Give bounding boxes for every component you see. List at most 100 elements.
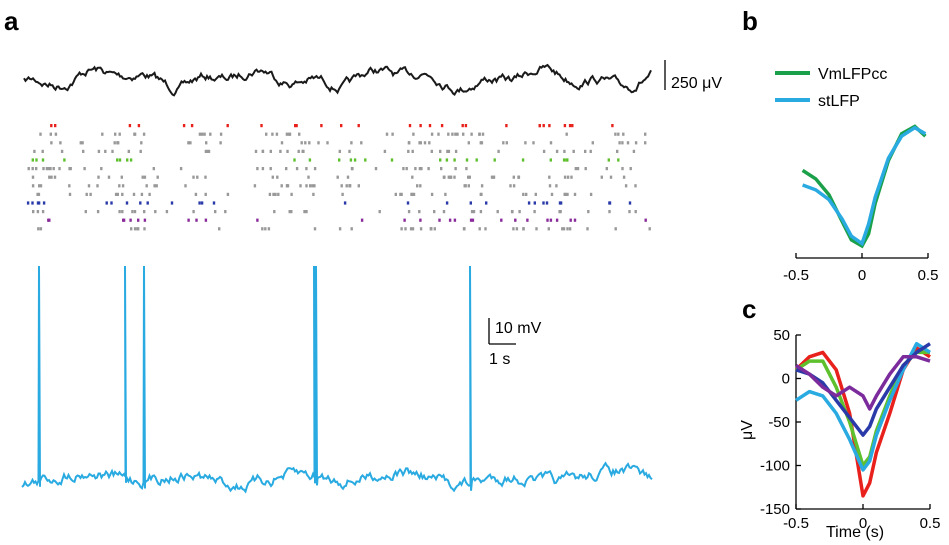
raster-tick	[418, 210, 421, 214]
raster-tick	[303, 210, 306, 214]
raster-tick	[555, 218, 559, 222]
raster-tick	[562, 227, 566, 231]
raster-tick	[204, 218, 208, 222]
raster-tick	[409, 227, 413, 231]
raster-tick	[121, 210, 124, 214]
c-series	[794, 341, 931, 498]
raster-tick	[271, 175, 274, 179]
vmlfpcc-line	[801, 124, 927, 249]
raster-tick	[137, 124, 141, 128]
raster-tick	[84, 210, 87, 214]
raster-tick	[423, 141, 427, 145]
raster-tick	[467, 184, 470, 188]
raster-tick	[470, 210, 474, 214]
raster-tick	[195, 218, 198, 222]
raster-tick	[622, 175, 626, 179]
raster-tick	[269, 149, 272, 153]
raster-tick	[547, 227, 550, 231]
raster-tick	[453, 158, 456, 162]
raster-tick	[446, 149, 449, 153]
raster-tick	[454, 132, 457, 136]
raster-tick	[31, 184, 35, 188]
lfp-trace	[23, 63, 652, 97]
raster-tick	[203, 132, 206, 136]
raster-tick	[360, 218, 364, 222]
panel-letter-b: b	[742, 6, 758, 36]
raster-tick	[522, 227, 525, 231]
raster-tick	[317, 141, 320, 145]
raster-tick	[430, 192, 434, 196]
raster-tick	[154, 210, 157, 214]
raster-tick	[264, 227, 267, 231]
raster-tick	[634, 210, 637, 214]
raster-tick	[467, 175, 470, 179]
raster-tick	[31, 201, 34, 205]
raster-tick	[271, 132, 274, 136]
raster-tick	[428, 124, 432, 128]
raster-tick	[419, 218, 422, 222]
raster-tick	[58, 167, 61, 171]
raster-tick	[440, 124, 444, 128]
raster-tick	[566, 175, 570, 179]
raster-tick	[313, 167, 317, 171]
raster-tick	[555, 149, 559, 153]
raster-tick	[400, 227, 403, 231]
raster-tick	[437, 132, 440, 136]
raster-tick	[626, 141, 630, 145]
raster-tick	[550, 192, 554, 196]
raster-tick	[480, 192, 483, 196]
raster-tick	[204, 175, 207, 179]
raster-tick	[152, 167, 155, 171]
raster-tick	[132, 192, 136, 196]
raster-tick	[101, 132, 104, 136]
raster-tick	[391, 132, 394, 136]
raster-tick	[453, 175, 456, 179]
raster-tick	[346, 175, 350, 179]
raster-tick	[295, 124, 298, 128]
raster-tick	[574, 167, 577, 171]
raster-tick	[140, 192, 144, 196]
raster-tick	[256, 218, 259, 222]
raster-tick	[261, 227, 264, 231]
c-y-tick-label: 0	[782, 371, 790, 388]
raster-tick	[447, 175, 450, 179]
raster-tick	[336, 175, 339, 179]
raster-tick	[548, 124, 551, 128]
raster-tick	[357, 184, 360, 188]
raster-tick	[403, 218, 406, 222]
raster-tick	[462, 132, 465, 136]
legend-label-stlfp: stLFP	[818, 93, 860, 110]
raster-tick	[116, 158, 119, 162]
raster-tick	[648, 227, 651, 231]
raster-tick	[201, 132, 204, 136]
raster-tick	[471, 218, 475, 222]
raster-tick	[472, 210, 476, 214]
raster-tick	[89, 192, 92, 196]
c-series-line-green	[795, 350, 930, 468]
raster-tick	[573, 192, 577, 196]
raster-tick	[204, 149, 208, 153]
raster-tick	[402, 167, 405, 171]
raster-tick	[148, 192, 151, 196]
raster-tick	[137, 218, 140, 222]
raster-tick	[53, 175, 57, 179]
raster-tick	[511, 210, 514, 214]
raster-tick	[36, 192, 39, 196]
raster-tick	[107, 175, 111, 179]
raster-tick	[611, 124, 614, 128]
raster-tick	[533, 210, 536, 214]
raster-tick	[38, 184, 41, 188]
raster-tick	[600, 175, 603, 179]
raster-tick	[309, 184, 312, 188]
raster-tick	[542, 149, 546, 153]
raster-tick	[196, 175, 199, 179]
raster-tick	[146, 201, 149, 205]
raster-tick	[97, 175, 100, 179]
raster-tick	[351, 167, 354, 171]
raster-tick	[111, 149, 114, 153]
raster-tick	[31, 175, 35, 179]
raster-tick	[430, 132, 434, 136]
raster-tick	[463, 184, 466, 188]
raster-tick	[54, 132, 58, 136]
raster-tick	[307, 175, 310, 179]
